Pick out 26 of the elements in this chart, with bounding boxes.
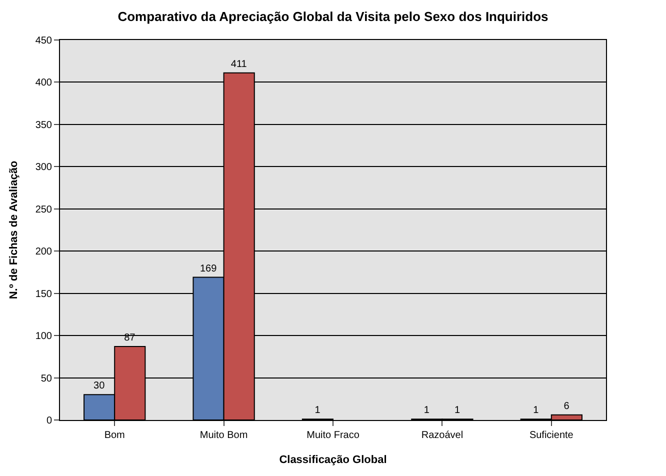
x-tick-label: Bom bbox=[104, 430, 125, 441]
y-tick-label: 50 bbox=[40, 373, 52, 384]
y-tick-label: 100 bbox=[35, 331, 52, 342]
y-axis-title: N.º de Fichas de Avaliação bbox=[8, 160, 20, 300]
y-tick-label: 450 bbox=[35, 36, 52, 46]
data-label: 1 bbox=[424, 405, 430, 416]
x-axis-title: Classificação Global bbox=[279, 454, 387, 466]
y-tick-label: 400 bbox=[35, 78, 52, 89]
y-tick-label: 0 bbox=[46, 416, 52, 426]
x-tick-label: Suficiente bbox=[529, 430, 574, 441]
x-tick-label: Razoável bbox=[421, 430, 464, 441]
data-label: 1 bbox=[454, 405, 460, 416]
data-label: 169 bbox=[200, 263, 218, 274]
x-tick-label: Muito Bom bbox=[200, 430, 248, 441]
y-tick-label: 300 bbox=[35, 162, 52, 174]
y-tick-label: 200 bbox=[35, 246, 52, 258]
y-tick-label: 250 bbox=[35, 204, 52, 216]
data-label: 30 bbox=[94, 380, 106, 392]
y-tick-label: 350 bbox=[35, 120, 52, 131]
y-tick-label: 150 bbox=[35, 288, 52, 300]
chart-title: Comparativo da Apreciação Global da Visita pelo Sexo dos Inquiridos bbox=[118, 9, 548, 24]
data-label: 1 bbox=[533, 405, 540, 416]
data-label: 411 bbox=[230, 58, 248, 70]
data-label: 1 bbox=[314, 405, 321, 416]
x-tick-label: Muito Fraco bbox=[306, 430, 360, 441]
data-label: 6 bbox=[564, 400, 570, 412]
